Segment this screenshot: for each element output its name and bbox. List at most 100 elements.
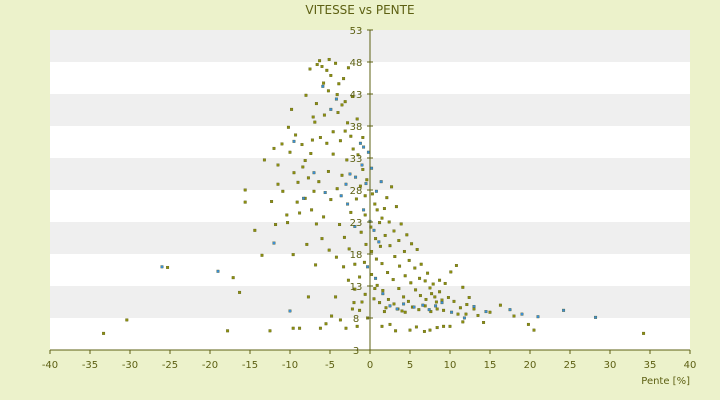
data-point bbox=[375, 208, 379, 212]
data-point bbox=[359, 230, 363, 234]
data-point bbox=[347, 247, 351, 251]
data-point bbox=[427, 308, 431, 312]
x-tick-label: -15 bbox=[242, 360, 258, 371]
data-point bbox=[378, 244, 382, 248]
data-point bbox=[348, 172, 352, 176]
data-point bbox=[378, 301, 382, 305]
data-point bbox=[296, 180, 300, 184]
data-point bbox=[370, 273, 374, 276]
data-point bbox=[325, 68, 329, 72]
data-point bbox=[305, 242, 309, 246]
data-point bbox=[400, 309, 404, 313]
data-point bbox=[335, 93, 339, 97]
data-point bbox=[346, 66, 350, 70]
data-point bbox=[642, 331, 646, 335]
data-point bbox=[292, 139, 296, 143]
data-point bbox=[464, 312, 468, 316]
data-point bbox=[340, 173, 344, 177]
data-point bbox=[393, 255, 397, 259]
data-point bbox=[346, 121, 350, 125]
data-point bbox=[303, 159, 307, 163]
data-point bbox=[318, 326, 322, 330]
data-point bbox=[431, 282, 435, 286]
data-point bbox=[370, 166, 374, 170]
data-point bbox=[356, 153, 360, 157]
data-point bbox=[403, 274, 407, 278]
data-point bbox=[355, 117, 359, 121]
data-point bbox=[382, 207, 386, 211]
data-point bbox=[381, 289, 385, 292]
data-point bbox=[465, 303, 469, 307]
data-point bbox=[374, 189, 378, 193]
y-tick-label: 18 bbox=[350, 250, 363, 261]
data-point bbox=[300, 143, 304, 147]
data-point bbox=[450, 310, 454, 314]
data-point bbox=[372, 297, 376, 301]
data-point bbox=[438, 278, 442, 282]
data-point bbox=[476, 313, 480, 317]
data-point bbox=[426, 271, 430, 275]
data-point bbox=[334, 61, 338, 65]
data-point bbox=[346, 278, 350, 282]
data-point bbox=[345, 158, 349, 162]
data-point bbox=[452, 299, 456, 303]
data-point bbox=[386, 297, 390, 301]
data-point bbox=[363, 213, 367, 217]
data-point bbox=[442, 324, 446, 328]
x-tick-label: 40 bbox=[684, 360, 697, 371]
data-point bbox=[403, 310, 407, 314]
data-point bbox=[458, 306, 462, 310]
data-point bbox=[338, 139, 342, 143]
data-point bbox=[231, 276, 235, 280]
data-point bbox=[488, 310, 492, 314]
data-point bbox=[272, 241, 276, 245]
data-point bbox=[422, 329, 426, 333]
data-point bbox=[326, 89, 330, 93]
data-point bbox=[402, 295, 406, 299]
data-point bbox=[329, 73, 333, 77]
data-point bbox=[424, 297, 428, 301]
x-tick-label: 5 bbox=[407, 360, 413, 371]
data-point bbox=[312, 189, 316, 193]
data-point bbox=[418, 294, 422, 298]
y-tick-label: 48 bbox=[350, 58, 363, 69]
data-point bbox=[361, 168, 365, 171]
data-point bbox=[276, 182, 280, 186]
x-tick-label: -20 bbox=[202, 360, 218, 371]
data-point bbox=[280, 142, 284, 146]
data-point bbox=[346, 202, 350, 206]
data-point bbox=[331, 130, 335, 134]
data-point bbox=[378, 221, 382, 225]
data-point bbox=[429, 310, 433, 314]
data-point bbox=[374, 276, 378, 280]
data-point bbox=[462, 316, 466, 320]
data-point bbox=[373, 287, 377, 291]
data-point bbox=[318, 59, 322, 63]
data-point bbox=[352, 301, 356, 305]
data-point bbox=[358, 275, 362, 279]
data-point bbox=[272, 146, 276, 150]
data-point bbox=[295, 200, 299, 204]
data-point bbox=[301, 165, 305, 169]
data-point bbox=[291, 326, 295, 330]
data-point bbox=[413, 266, 417, 270]
data-point bbox=[361, 136, 365, 139]
data-point bbox=[448, 324, 452, 328]
data-point bbox=[311, 115, 315, 119]
data-point bbox=[310, 208, 314, 212]
data-point bbox=[423, 279, 427, 283]
data-point bbox=[330, 314, 334, 318]
data-point bbox=[415, 248, 419, 251]
x-tick-label: -35 bbox=[82, 360, 98, 371]
data-point bbox=[365, 178, 369, 182]
data-point bbox=[386, 271, 390, 275]
data-point bbox=[363, 194, 367, 198]
x-tick-label: 15 bbox=[484, 360, 497, 371]
data-point bbox=[298, 211, 302, 215]
data-point bbox=[362, 145, 366, 149]
data-point bbox=[406, 299, 410, 303]
data-point bbox=[430, 292, 434, 296]
data-point bbox=[262, 158, 266, 162]
data-point bbox=[351, 147, 355, 151]
data-point bbox=[397, 287, 401, 291]
